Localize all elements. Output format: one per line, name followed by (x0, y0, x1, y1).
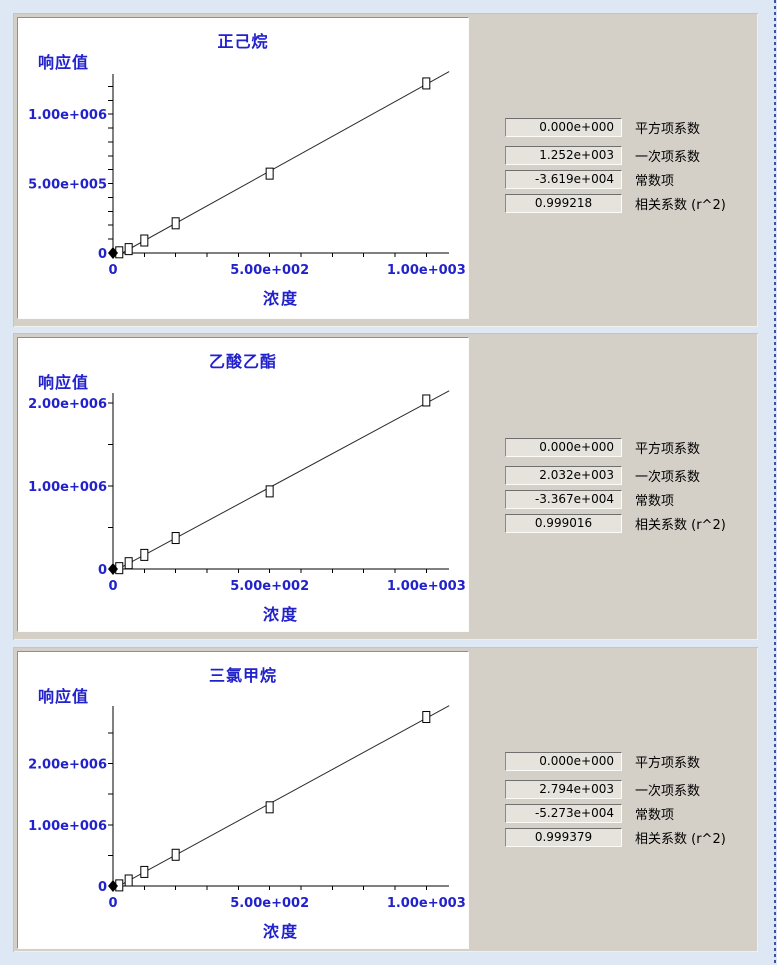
stat-row: 0.000e+000 平方项系数 (505, 752, 755, 771)
stat-value-field[interactable]: 2.794e+003 (505, 780, 622, 799)
chart-title: 正己烷 (217, 32, 269, 51)
stat-value-field[interactable]: 0.000e+000 (505, 752, 622, 771)
data-point-marker (124, 874, 133, 887)
stat-value-field[interactable]: 0.000e+000 (505, 438, 622, 457)
calibration-panel-ethyl-acetate: 0 5.00e+002 1.00e+003 0 1.00e+006 2.00e+006 乙… (13, 333, 758, 640)
stat-row: 0.999016 相关系数 (r^2) (505, 514, 755, 533)
stat-label: 常数项 (635, 174, 675, 189)
fit-line (118, 705, 450, 887)
selection-dashed-border (774, 0, 776, 965)
data-point-marker (171, 217, 180, 230)
stat-label: 相关系数 (r^2) (635, 518, 726, 533)
y-axis-label: 响应值 (38, 687, 90, 706)
stat-value-field[interactable]: -3.367e+004 (505, 490, 622, 509)
stat-label: 一次项系数 (635, 784, 701, 799)
stat-label: 平方项系数 (635, 122, 701, 137)
stat-row: -3.367e+004 常数项 (505, 490, 755, 509)
x-tick-label: 0 (108, 579, 117, 594)
chart-area: 0 5.00e+002 1.00e+003 0 1.00e+006 2.00e+006 三… (17, 651, 469, 949)
x-axis-label: 浓度 (262, 289, 299, 308)
calibration-chart: 0 5.00e+002 1.00e+003 0 1.00e+006 2.00e+006 (28, 390, 466, 594)
stat-label: 平方项系数 (635, 756, 701, 771)
stat-value-field[interactable]: -3.619e+004 (505, 170, 622, 189)
origin-marker (108, 563, 118, 575)
y-tick-label: 5.00e+005 (28, 178, 107, 193)
stat-label: 一次项系数 (635, 470, 701, 485)
data-point-marker (422, 711, 431, 724)
stat-label: 相关系数 (r^2) (635, 832, 726, 847)
data-point-marker (140, 548, 149, 561)
stat-label: 相关系数 (r^2) (635, 198, 726, 213)
y-tick-label: 0 (98, 880, 107, 895)
chart-area: 0 5.00e+002 1.00e+003 0 5.00e+005 1.00e+006 正… (17, 17, 469, 319)
x-tick-label: 5.00e+002 (230, 263, 309, 278)
y-axis-label: 响应值 (38, 373, 90, 392)
stat-row: 2.032e+003 一次项系数 (505, 466, 755, 485)
fit-line (121, 71, 450, 254)
calibration-chart: 0 5.00e+002 1.00e+003 0 1.00e+006 2.00e+006 (28, 705, 466, 911)
stat-value-field[interactable]: 0.000e+000 (505, 118, 622, 137)
origin-marker (108, 247, 118, 259)
stat-row: 2.794e+003 一次项系数 (505, 780, 755, 799)
stat-value-field[interactable]: 1.252e+003 (505, 146, 622, 165)
stat-row: -5.273e+004 常数项 (505, 804, 755, 823)
y-tick-label: 2.00e+006 (28, 397, 107, 412)
x-tick-label: 5.00e+002 (230, 896, 309, 911)
y-tick-label: 0 (98, 563, 107, 578)
data-point-marker (265, 485, 274, 498)
x-tick-label: 5.00e+002 (230, 579, 309, 594)
data-point-marker (265, 167, 274, 180)
x-tick-label: 1.00e+003 (387, 263, 466, 278)
y-tick-label: 1.00e+006 (28, 480, 107, 495)
data-point-marker (171, 532, 180, 545)
stat-value-field[interactable]: 2.032e+003 (505, 466, 622, 485)
data-point-marker (140, 865, 149, 878)
stats-group: 0.000e+000 平方项系数 1.252e+003 一次项系数 -3.619… (505, 118, 755, 218)
chart-title: 乙酸乙酯 (208, 352, 277, 371)
data-point-marker (124, 243, 133, 256)
y-tick-label: 1.00e+006 (28, 108, 107, 123)
y-tick-label: 1.00e+006 (28, 819, 107, 834)
calibration-panel-chloroform: 0 5.00e+002 1.00e+003 0 1.00e+006 2.00e+006 三… (13, 647, 758, 952)
stat-row: 0.000e+000 平方项系数 (505, 438, 755, 457)
stat-value-field[interactable]: -5.273e+004 (505, 804, 622, 823)
x-tick-label: 0 (108, 896, 117, 911)
stat-row: 1.252e+003 一次项系数 (505, 146, 755, 165)
stat-label: 常数项 (635, 808, 675, 823)
data-point-marker (265, 801, 274, 814)
y-tick-label: 0 (98, 247, 107, 262)
data-point-marker (171, 848, 180, 861)
origin-marker (108, 880, 118, 892)
x-tick-label: 0 (108, 263, 117, 278)
x-axis-label: 浓度 (262, 922, 299, 941)
chart-area: 0 5.00e+002 1.00e+003 0 1.00e+006 2.00e+006 乙… (17, 337, 469, 632)
x-tick-label: 1.00e+003 (387, 579, 466, 594)
data-point-marker (140, 234, 149, 247)
stats-group: 0.000e+000 平方项系数 2.032e+003 一次项系数 -3.367… (505, 438, 755, 538)
calibration-panel-hexane: 0 5.00e+002 1.00e+003 0 5.00e+005 1.00e+006 正… (13, 13, 758, 327)
stat-row: -3.619e+004 常数项 (505, 170, 755, 189)
calibration-chart: 0 5.00e+002 1.00e+003 0 5.00e+005 1.00e+006 (28, 71, 466, 278)
stat-label: 常数项 (635, 494, 675, 509)
stats-group: 0.000e+000 平方项系数 2.794e+003 一次项系数 -5.273… (505, 752, 755, 852)
stat-label: 一次项系数 (635, 150, 701, 165)
stat-value-field[interactable]: 0.999379 (505, 828, 622, 847)
stat-row: 0.999379 相关系数 (r^2) (505, 828, 755, 847)
stat-row: 0.999218 相关系数 (r^2) (505, 194, 755, 213)
y-tick-label: 2.00e+006 (28, 758, 107, 773)
data-point-marker (124, 557, 133, 570)
data-point-marker (422, 394, 431, 407)
stat-row: 0.000e+000 平方项系数 (505, 118, 755, 137)
stat-label: 平方项系数 (635, 442, 701, 457)
x-tick-label: 1.00e+003 (387, 896, 466, 911)
stat-value-field[interactable]: 0.999218 (505, 194, 622, 213)
chart-title: 三氯甲烷 (208, 666, 277, 685)
x-axis-label: 浓度 (262, 605, 299, 624)
fit-line (117, 390, 450, 570)
stat-value-field[interactable]: 0.999016 (505, 514, 622, 533)
data-point-marker (422, 77, 431, 90)
y-axis-label: 响应值 (38, 53, 90, 72)
